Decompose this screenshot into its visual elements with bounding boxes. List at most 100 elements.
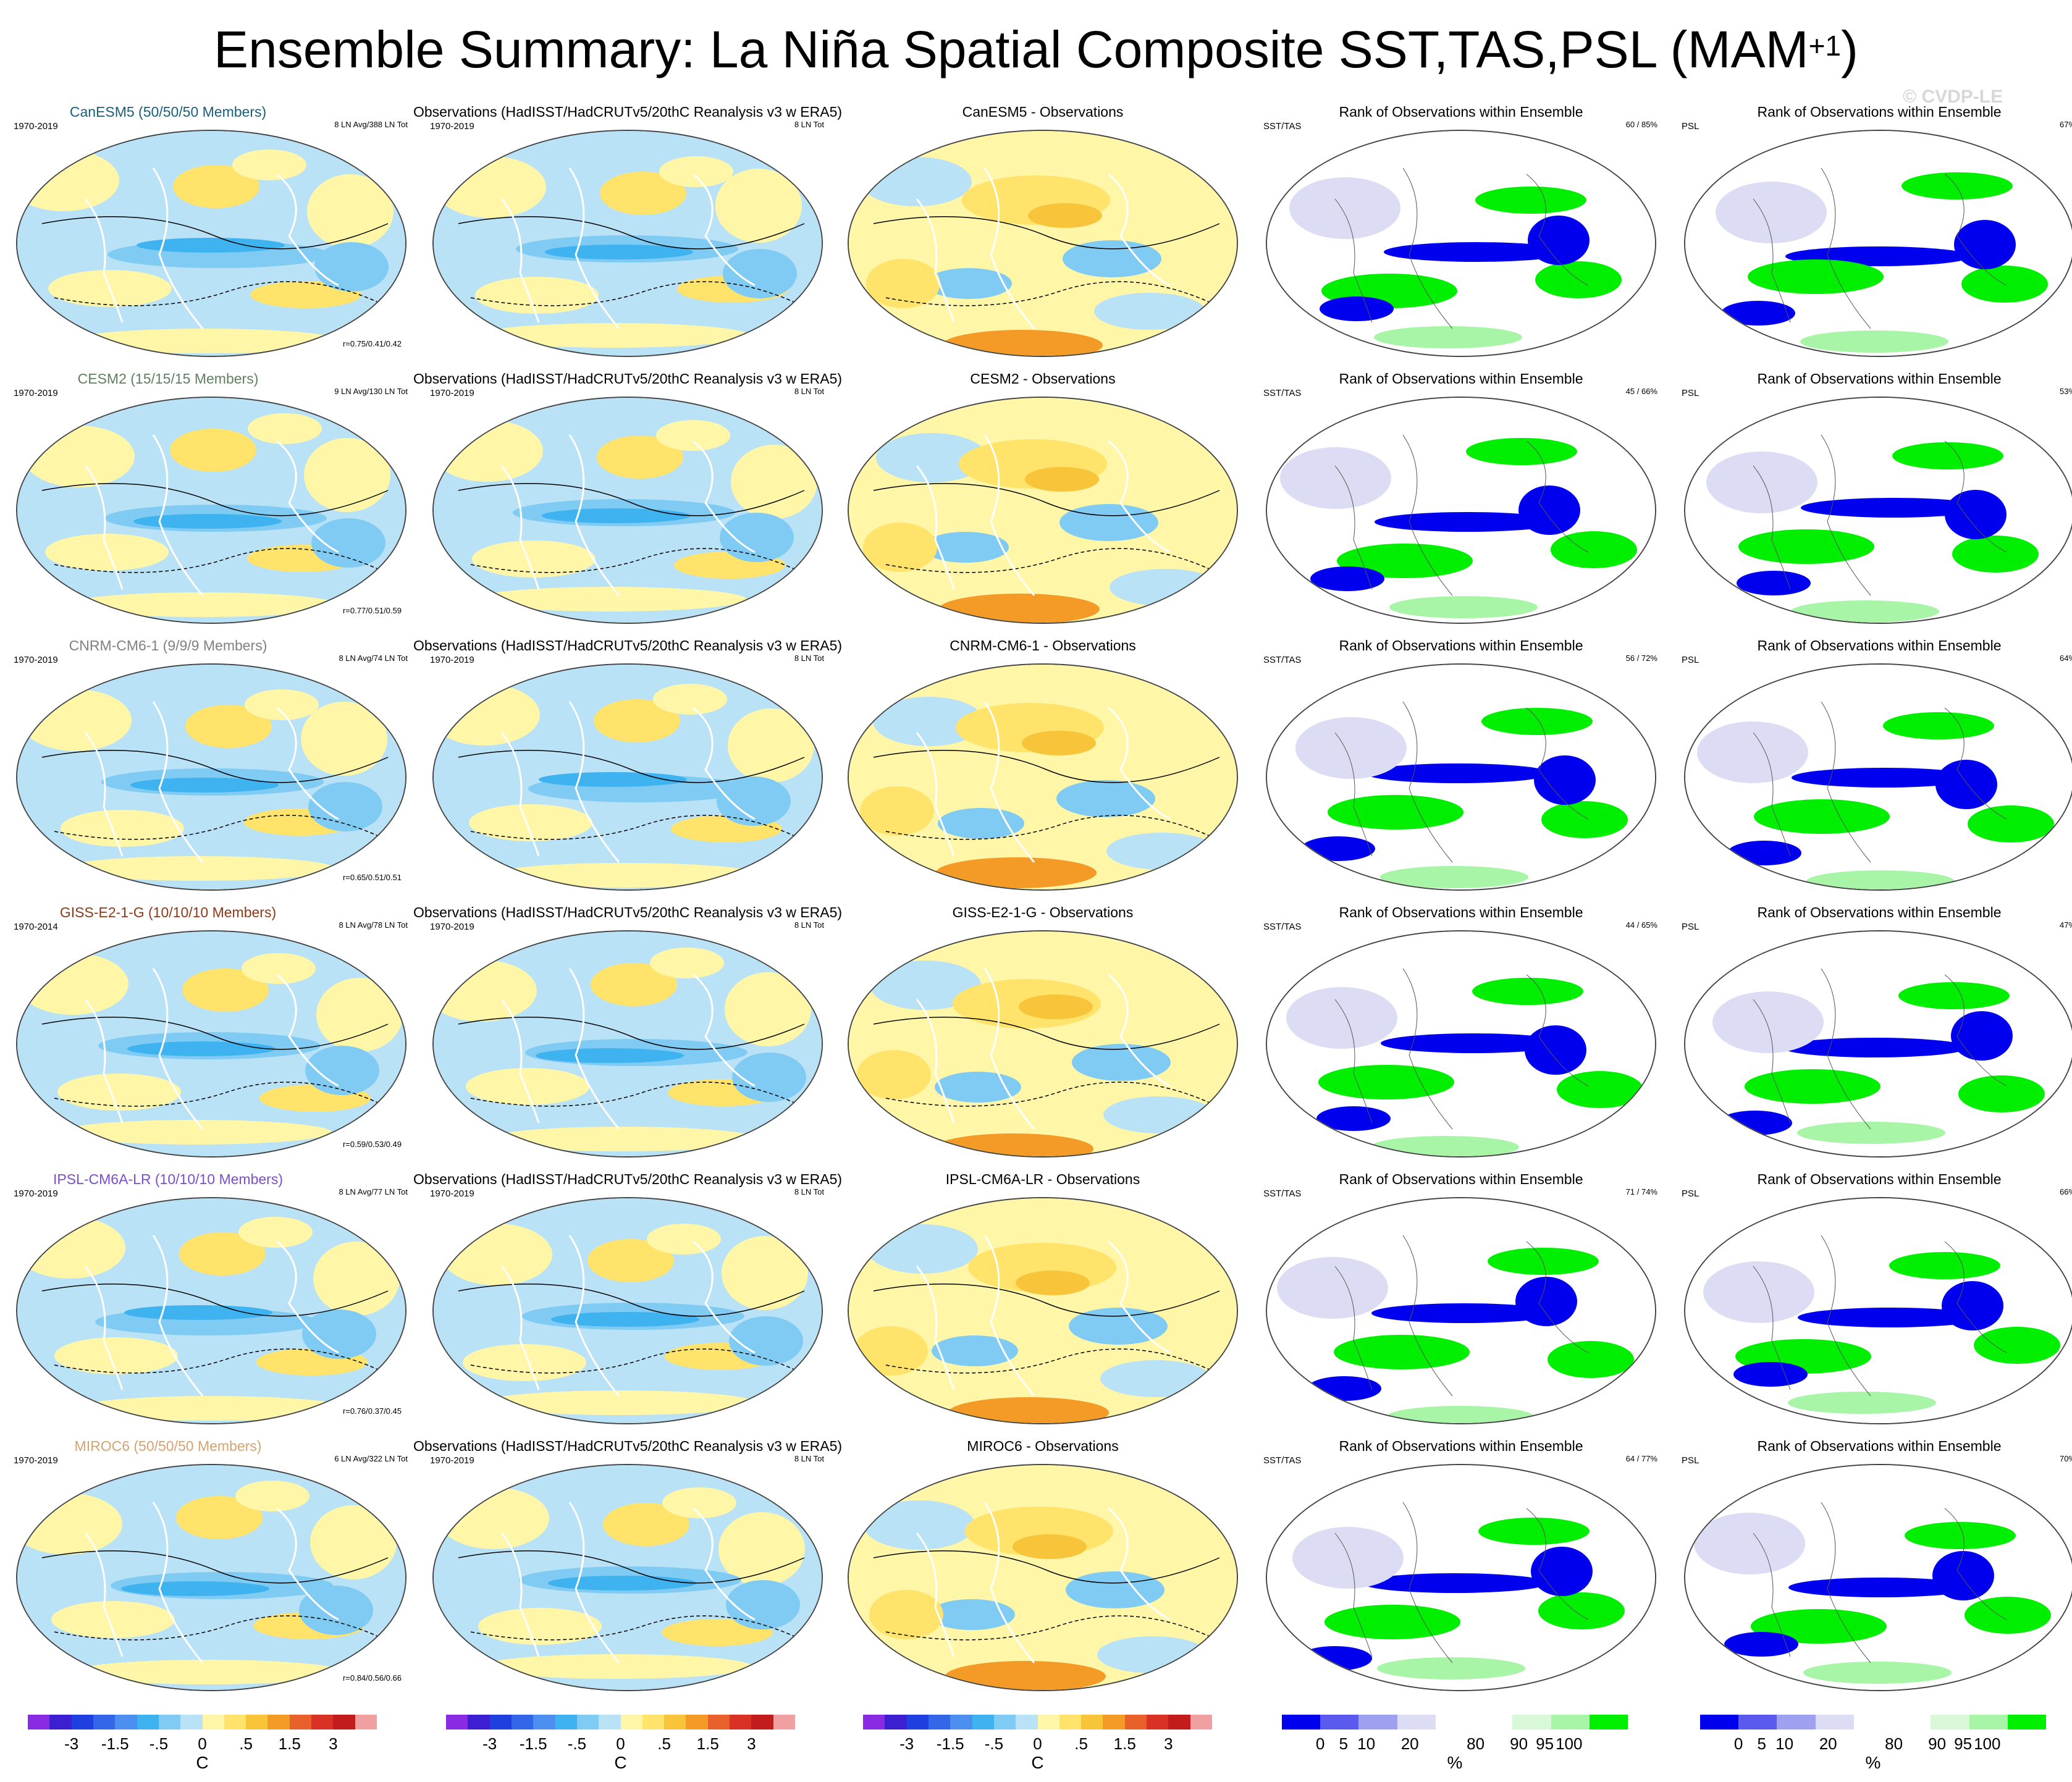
panel-title: Rank of Observations within Ensemble [1757, 1438, 2002, 1454]
rank-percent: 53% [2059, 387, 2072, 396]
colorbar-swatch [446, 1715, 468, 1729]
obs-panel: Observations (HadISST/HadCRUTv5/20thC Re… [413, 1438, 842, 1697]
colorbar-swatch [489, 1715, 512, 1729]
colorbar-swatch [311, 1715, 334, 1729]
rank-percent: 47% [2059, 920, 2072, 930]
colorbar-swatch [2007, 1715, 2046, 1729]
colorbar-tick-label: 3 [329, 1734, 338, 1753]
colorbar-tick-label: 1.5 [696, 1734, 719, 1753]
colorbar-swatch [1358, 1715, 1397, 1729]
period-label: 1970-2019 [430, 922, 474, 932]
colorbar-tick-label: 0 [1033, 1734, 1042, 1753]
events-label: 8 LN Tot [794, 1187, 824, 1196]
rank-psl-panel: Rank of Observations within Ensemble PSL 6… [1675, 637, 2072, 897]
colorbar-swatch [1474, 1715, 1513, 1729]
globe-map [848, 1197, 1238, 1424]
variable-label: PSL [1682, 922, 1699, 932]
rank-sst-panel: Rank of Observations within Ensemble SST/… [1257, 637, 1665, 897]
panel-title: Rank of Observations within Ensemble [1339, 371, 1583, 387]
rank-percent: 67% [2059, 120, 2072, 129]
events-label: 8 LN Tot [794, 654, 824, 663]
colorbar [28, 1715, 377, 1729]
colorbar-tick-label: 0 [1315, 1734, 1325, 1753]
globe-map [1266, 663, 1656, 891]
panel-title: Observations (HadISST/HadCRUTv5/20thC Re… [413, 1438, 843, 1454]
panel-title: Rank of Observations within Ensemble [1757, 371, 2002, 387]
globe-map [16, 1464, 406, 1691]
globe-map [432, 1464, 823, 1691]
colorbar-swatch [267, 1715, 290, 1729]
panel-title: Rank of Observations within Ensemble [1339, 1438, 1583, 1454]
rank-sst-panel: Rank of Observations within Ensemble SST/… [1257, 104, 1665, 363]
colorbar-swatch [1892, 1715, 1931, 1729]
colorbar-swatch [599, 1715, 621, 1729]
globe-map [1684, 397, 2072, 624]
colorbar-swatch [664, 1715, 686, 1729]
panel-title: CESM2 - Observations [970, 371, 1116, 387]
colorbar-tick-label: 20 [1400, 1734, 1419, 1753]
diff-panel: CNRM-CM6-1 - Observations [839, 637, 1247, 897]
colorbar-swatch [333, 1715, 355, 1729]
panel-title: Rank of Observations within Ensemble [1339, 1171, 1583, 1187]
colorbar-swatch [863, 1715, 885, 1729]
colorbar-swatch [1853, 1715, 1893, 1729]
rank-percent: 44 / 65% [1625, 920, 1657, 930]
colorbar-tick-label: 10 [1357, 1734, 1376, 1753]
colorbar-swatch [93, 1715, 116, 1729]
colorbar-swatch [289, 1715, 312, 1729]
model-panel: CNRM-CM6-1 (9/9/9 Members) 1970-2019 8 LN … [7, 637, 415, 897]
globe-map [1266, 1464, 1656, 1691]
colorbar-swatch [730, 1715, 752, 1729]
period-label: 1970-2019 [14, 655, 58, 665]
events-label: 8 LN Tot [794, 1454, 824, 1463]
obs-panel: Observations (HadISST/HadCRUTv5/20thC Re… [413, 904, 842, 1164]
colorbar-swatch [642, 1715, 665, 1729]
rank-percent: 60 / 85% [1625, 120, 1657, 129]
panel-title: CNRM-CM6-1 (9/9/9 Members) [69, 637, 267, 654]
diff-panel: MIROC6 - Observations [839, 1438, 1247, 1697]
globe-map [1266, 397, 1656, 624]
globe-map [1684, 930, 2072, 1158]
colorbar-unit: C [1031, 1753, 1044, 1772]
panel-title: CNRM-CM6-1 - Observations [950, 637, 1136, 654]
obs-panel: Observations (HadISST/HadCRUTv5/20thC Re… [413, 371, 842, 630]
colorbar-tick-label: 80 [1885, 1734, 1903, 1753]
globe-map [1266, 1197, 1656, 1424]
colorbar-swatch [950, 1715, 972, 1729]
colorbar-tick-label: -1.5 [519, 1734, 547, 1753]
variable-label: PSL [1682, 388, 1699, 398]
panel-title: Observations (HadISST/HadCRUTv5/20thC Re… [413, 637, 843, 654]
colorbar-swatch [137, 1715, 159, 1729]
globe-map [848, 1464, 1238, 1691]
colorbar-tick-label: 90 [1510, 1734, 1528, 1753]
colorbar-tick-label: -3 [899, 1734, 914, 1753]
panel-title: IPSL-CM6A-LR - Observations [945, 1171, 1140, 1187]
diff-panel: GISS-E2-1-G - Observations [839, 904, 1247, 1164]
colorbar-swatch [511, 1715, 534, 1729]
pattern-correlation: r=0.65/0.51/0.51 [342, 873, 402, 882]
colorbar-swatch [1168, 1715, 1190, 1729]
colorbar-swatch [246, 1715, 268, 1729]
rank-sst-panel: Rank of Observations within Ensemble SST/… [1257, 904, 1665, 1164]
colorbar-tick-label: 0 [616, 1734, 625, 1753]
colorbar-swatch [1081, 1715, 1103, 1729]
colorbar-swatch [1282, 1715, 1321, 1729]
globe-map [1266, 930, 1656, 1158]
figure-title: Ensemble Summary: La Niña Spatial Compos… [213, 20, 1859, 78]
colorbar-tick-label: 1.5 [278, 1734, 301, 1753]
panel-title: Rank of Observations within Ensemble [1757, 637, 2002, 654]
variable-label: PSL [1682, 1188, 1699, 1199]
colorbar-tick-label: 3 [747, 1734, 756, 1753]
colorbar-swatch [28, 1715, 50, 1729]
colorbar-tick-label: 0 [1733, 1734, 1743, 1753]
colorbar-tick-label: 80 [1467, 1734, 1485, 1753]
pattern-correlation: r=0.77/0.51/0.59 [342, 606, 402, 615]
panel-title: Rank of Observations within Ensemble [1339, 104, 1583, 120]
colorbar-swatch [707, 1715, 730, 1729]
colorbar-swatch [1124, 1715, 1147, 1729]
colorbar-swatch [49, 1715, 72, 1729]
panel-title: Rank of Observations within Ensemble [1757, 104, 2002, 120]
rank-percent: 70% [2059, 1454, 2072, 1463]
globe-map [432, 1197, 823, 1424]
colorbar-swatch [1103, 1715, 1125, 1729]
